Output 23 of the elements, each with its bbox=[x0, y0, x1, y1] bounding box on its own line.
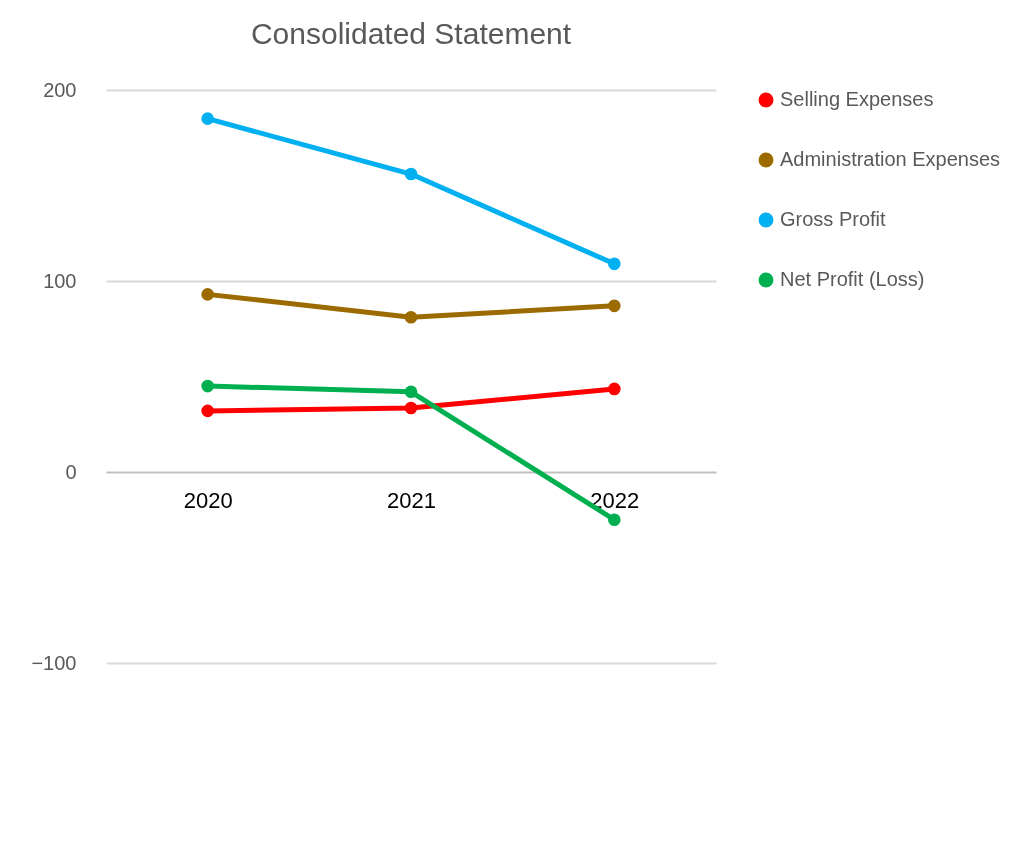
point bbox=[201, 288, 214, 301]
x-tick-label: 2021 bbox=[387, 487, 436, 513]
point bbox=[404, 167, 418, 181]
point bbox=[608, 382, 621, 396]
point bbox=[201, 112, 214, 125]
legend-label: Net Profit (Loss) bbox=[780, 268, 925, 290]
legend-label: Selling Expenses bbox=[780, 88, 934, 110]
y-tick-label: 100 bbox=[43, 269, 77, 292]
point bbox=[608, 513, 621, 527]
legend-label: Administration Expenses bbox=[780, 148, 1001, 170]
x-tick-label: 2020 bbox=[183, 487, 233, 513]
point bbox=[201, 379, 214, 393]
point bbox=[404, 310, 418, 324]
point bbox=[404, 385, 418, 399]
y-tick-label: −100 bbox=[31, 651, 77, 674]
point bbox=[404, 401, 418, 415]
y-tick-label: 200 bbox=[43, 78, 77, 101]
point bbox=[608, 299, 621, 313]
legend-label: Gross Profit bbox=[780, 208, 887, 230]
point bbox=[201, 404, 214, 418]
y-tick-label: 0 bbox=[65, 460, 77, 483]
point bbox=[608, 257, 621, 271]
chart-title: Consolidated Statement bbox=[250, 17, 572, 50]
